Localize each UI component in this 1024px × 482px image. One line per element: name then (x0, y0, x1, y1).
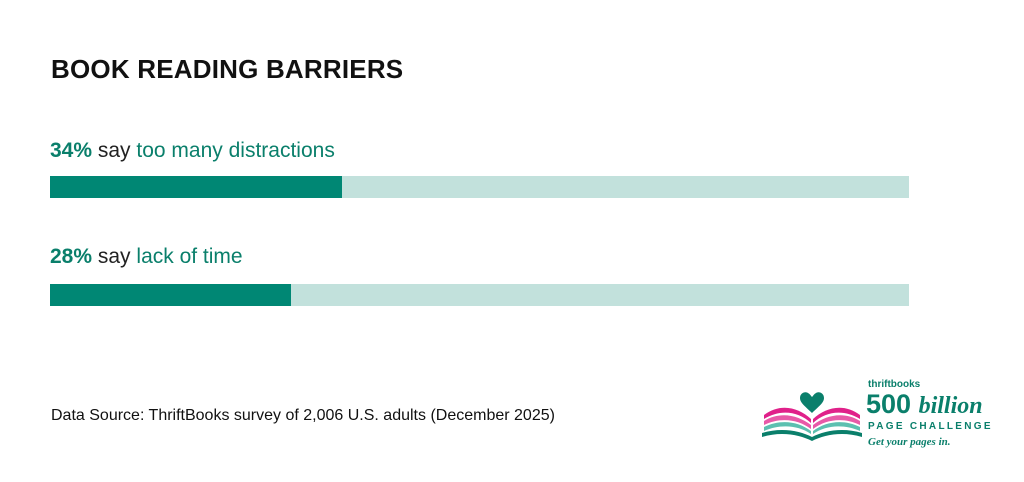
bar-value-label: 34% (50, 139, 93, 162)
logo-word: billion (918, 393, 983, 419)
bar-connector: say (97, 139, 131, 162)
logo: thriftbooks 500 billion PAGE CHALLENGE G… (762, 375, 998, 455)
bar-category-label: lack of time (136, 245, 243, 268)
bar-label: 28% say lack of time (50, 244, 909, 270)
bar-label: 34% say too many distractions (50, 138, 909, 164)
bar-row-lack-of-time: 28% say lack of time (50, 244, 909, 306)
bar-connector: say (97, 245, 131, 268)
logo-brand-text: thriftbooks (868, 379, 921, 390)
bar-fill (50, 284, 291, 306)
bar-row-distractions: 34% say too many distractions (50, 138, 909, 198)
bar-category-label: too many distractions (136, 139, 335, 162)
logo-tagline: Get your pages in. (868, 436, 951, 448)
bar-fill (50, 176, 343, 198)
chart-title: BOOK READING BARRIERS (51, 54, 404, 84)
bar-track (50, 176, 909, 198)
logo-subtitle: PAGE CHALLENGE (868, 421, 993, 432)
bar-track (50, 284, 909, 306)
data-source-note: Data Source: ThriftBooks survey of 2,006… (51, 407, 555, 424)
logo-headline: 500 billion (866, 389, 983, 421)
bar-value-label: 28% (50, 245, 93, 268)
open-book-heart-icon (762, 392, 862, 441)
logo-number: 500 (866, 389, 912, 419)
